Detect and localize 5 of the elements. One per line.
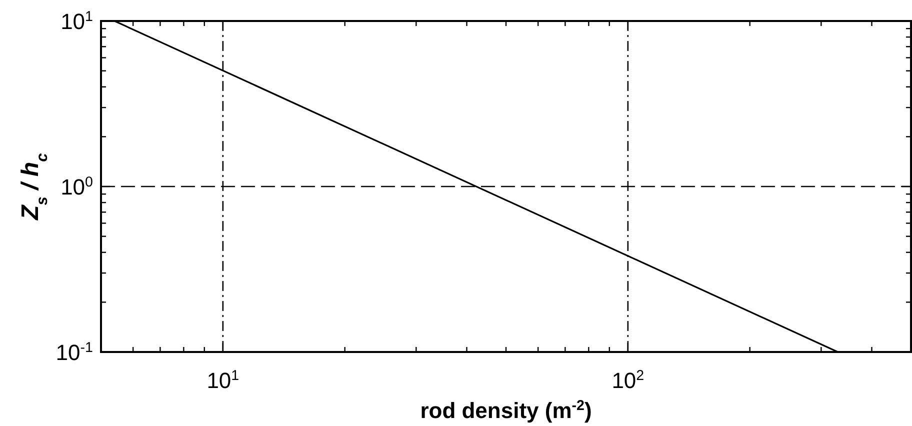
y-tick-label: 10$^{1}$ bbox=[60, 9, 94, 34]
y-tick-label: 10$^{-1}$ bbox=[56, 340, 94, 365]
y-tick-label: 10$^{0}$ bbox=[60, 174, 94, 200]
x-tick-label: 10$^{2}$ bbox=[612, 368, 644, 393]
x-axis-title: rod density (m$^{-2}$) bbox=[420, 398, 592, 423]
